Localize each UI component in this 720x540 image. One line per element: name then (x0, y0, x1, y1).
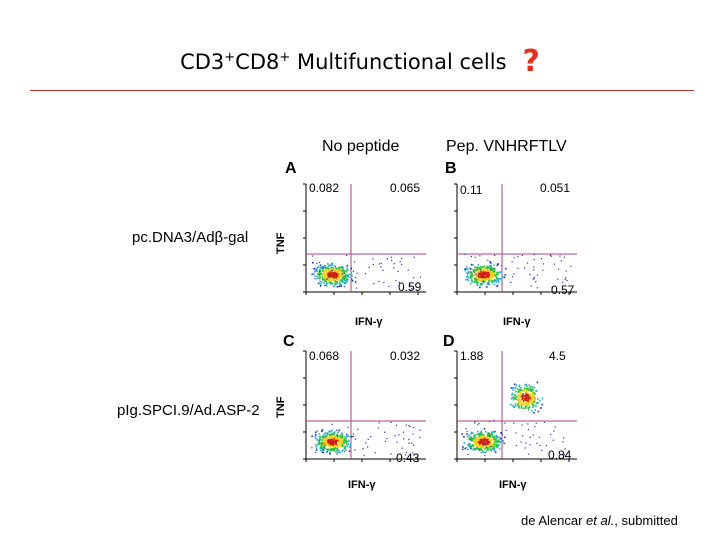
panel-c-lower-right-value: 0.43 (396, 451, 420, 465)
panel-c-upper-left-value: 0.068 (309, 349, 340, 363)
question-mark: ? (522, 44, 540, 79)
column-header-no-peptide: No peptide (322, 138, 400, 155)
citation: de Alencar et al., submitted (521, 513, 678, 528)
row-label-vaccine: pIg.SPCI.9/Ad.ASP-2 (117, 402, 260, 419)
panel-a-letter: A (285, 160, 297, 177)
panel-d-upper-left-value: 1.88 (460, 349, 484, 363)
panel-a-upper-left-value: 0.082 (309, 181, 340, 195)
panel-b-plot (454, 183, 577, 295)
panel-c-letter: C (283, 333, 295, 350)
y-axis-label-bottom: TNF (275, 396, 287, 418)
panel-d-plot (454, 350, 577, 462)
x-axis-label-b: IFN-γ (503, 316, 531, 328)
title-divider (30, 90, 694, 91)
panel-b-letter: B (445, 160, 457, 177)
panel-b-upper-right-value: 0.051 (540, 181, 571, 195)
panel-c-upper-right-value: 0.032 (390, 349, 421, 363)
x-axis-label-d: IFN-γ (499, 479, 527, 491)
panel-d-upper-right-value: 4.5 (549, 349, 566, 363)
column-header-peptide: Pep. VNHRFTLV (446, 138, 567, 155)
panel-c-plot (303, 350, 426, 462)
x-axis-label-a: IFN-γ (355, 316, 383, 328)
panel-b-upper-left-value: 0.11 (460, 183, 483, 197)
y-axis-label-top: TNF (275, 232, 287, 254)
panel-b-lower-right-value: 0.57 (551, 283, 575, 297)
panel-d-lower-right-value: 0.84 (548, 448, 572, 462)
panel-d-letter: D (443, 333, 455, 350)
panel-a-plot (303, 183, 426, 295)
panel-a-upper-right-value: 0.065 (390, 181, 421, 195)
panel-a-lower-right-value: 0.59 (398, 280, 422, 294)
x-axis-label-c: IFN-γ (348, 479, 376, 491)
row-label-control: pc.DNA3/Adβ-gal (132, 229, 249, 246)
slide-title: CD3+CD8+ Multifunctional cells? (180, 44, 540, 79)
